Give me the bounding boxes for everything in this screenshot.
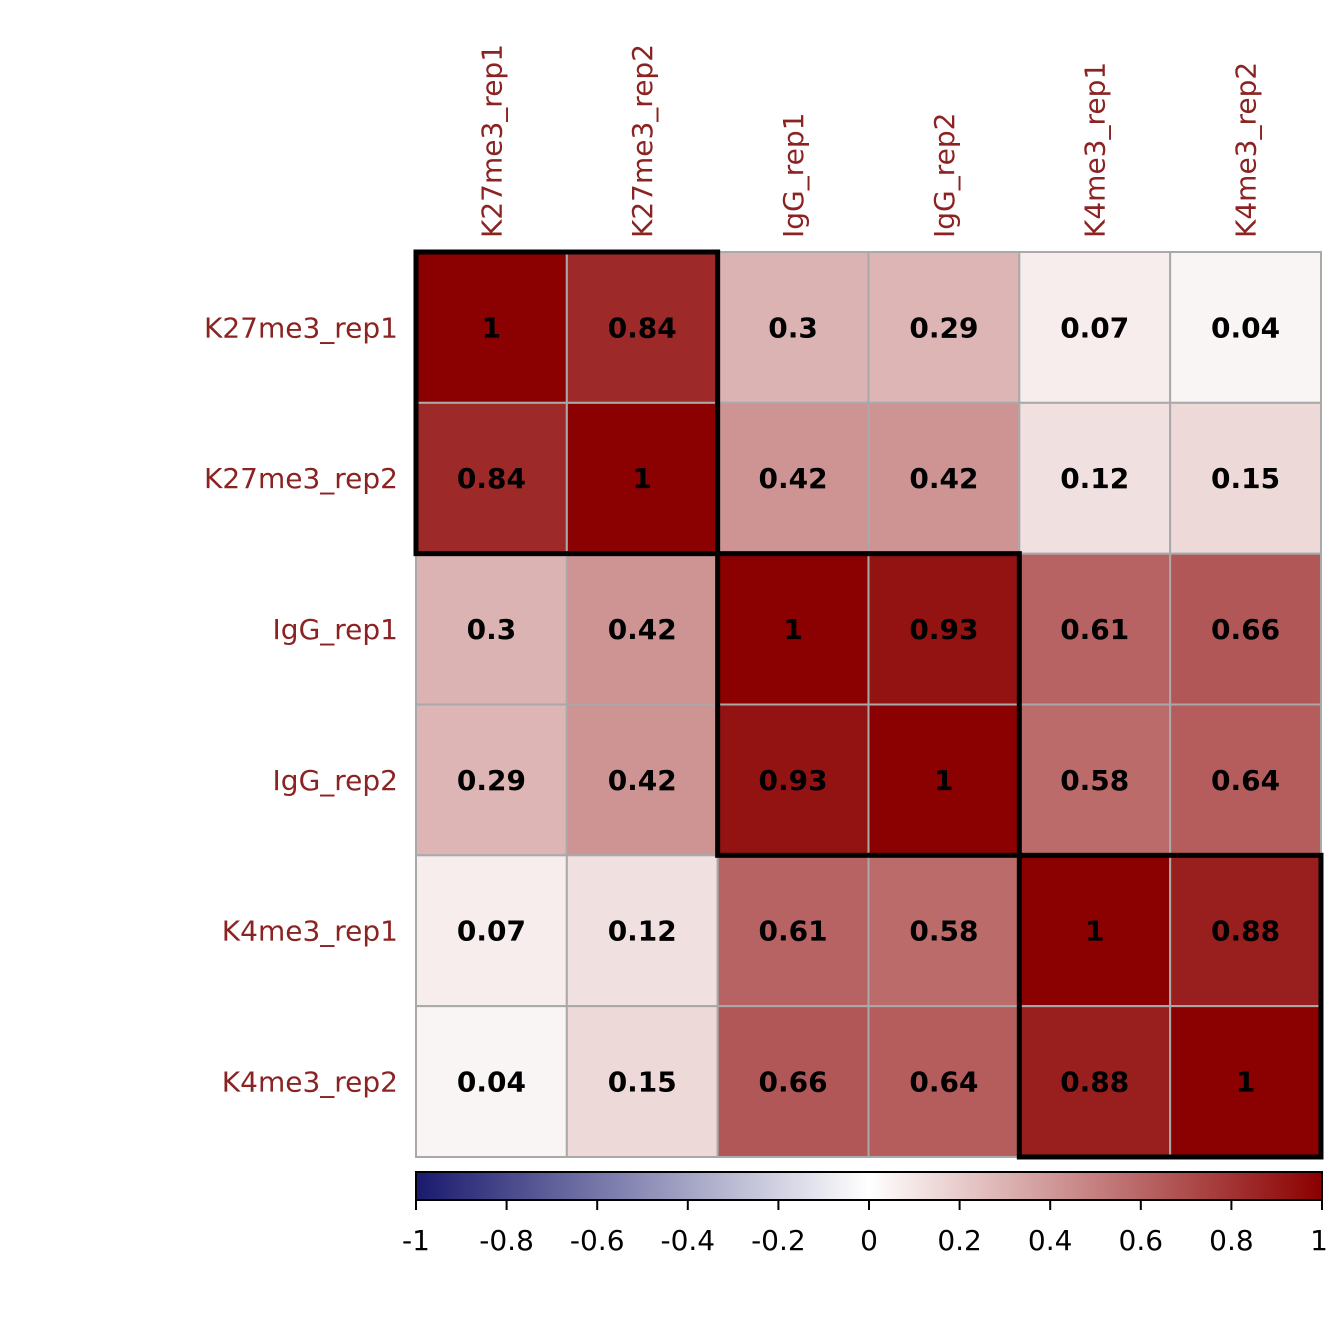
heatmap-cell <box>1169 552 1322 706</box>
cell-value-label: 0.15 <box>608 1066 677 1099</box>
cell-value-label: 0.3 <box>768 311 818 344</box>
cell-value-label: 1 <box>1085 915 1104 948</box>
cell-value-label: 0.42 <box>759 462 828 495</box>
heatmap-cell <box>415 251 568 404</box>
column-label: K4me3_rep2 <box>1230 62 1263 238</box>
heatmap-cell <box>716 251 870 404</box>
cell-value-label: 0.12 <box>1060 462 1129 495</box>
heatmap-cell <box>1018 854 1172 1008</box>
cell-value-label: 0.15 <box>1211 462 1280 495</box>
column-label: K27me3_rep1 <box>475 44 508 238</box>
colorbar-tick-label: -1 <box>402 1224 430 1257</box>
heatmap-cell <box>867 703 1021 857</box>
row-label: K4me3_rep2 <box>222 1066 398 1099</box>
cell-value-label: 0.61 <box>759 915 828 948</box>
cell-value-label: 0.58 <box>909 915 978 948</box>
cell-value-label: 0.66 <box>1211 613 1280 646</box>
colorbar-tick-label: 0.6 <box>1119 1224 1164 1257</box>
heatmap-cell <box>1169 1005 1322 1158</box>
cell-value-label: 0.58 <box>1060 764 1129 797</box>
heatmap-cell <box>867 251 1021 404</box>
cell-value-label: 0.07 <box>1060 311 1129 344</box>
heatmap-cell <box>415 854 568 1008</box>
cell-value-label: 1 <box>482 311 501 344</box>
column-label: IgG_rep1 <box>777 113 810 238</box>
cell-value-label: 0.29 <box>457 764 526 797</box>
cell-value-label: 0.88 <box>1211 915 1280 948</box>
colorbar-gradient <box>415 1171 1323 1201</box>
cell-value-label: 0.29 <box>909 311 978 344</box>
heatmap-cell <box>867 1005 1021 1158</box>
heatmap-cell <box>867 401 1021 555</box>
cluster-box <box>1016 852 1324 1160</box>
heatmap-cell <box>1169 401 1322 555</box>
cell-value-label: 0.12 <box>608 915 677 948</box>
heatmap-cell <box>415 1005 568 1158</box>
row-label: K4me3_rep1 <box>222 915 398 948</box>
heatmap-cell <box>867 854 1021 1008</box>
colorbar-tick-label: 0.2 <box>937 1224 982 1257</box>
colorbar-tick-label: 0.4 <box>1028 1224 1073 1257</box>
cluster-box <box>715 551 1022 858</box>
row-label: IgG_rep2 <box>273 764 398 797</box>
heatmap-cell <box>1018 1005 1172 1158</box>
cell-value-label: 1 <box>633 462 652 495</box>
row-label: K27me3_rep2 <box>204 462 398 495</box>
cell-value-label: 0.61 <box>1060 613 1129 646</box>
cell-value-label: 0.42 <box>608 764 677 797</box>
cell-value-label: 0.66 <box>759 1066 828 1099</box>
column-labels: K27me3_rep1 K27me3_rep2 IgG_rep1 IgG_rep2 K4… <box>475 44 1262 238</box>
cell-value-label: 0.88 <box>1060 1066 1129 1099</box>
colorbar-tick-label: -0.2 <box>751 1224 806 1257</box>
color-legend: -1 -0.8 -0.6 -0.4 -0.2 0 0.2 0.4 0.6 0.8 1 <box>402 1171 1328 1257</box>
colorbar-tick-label: -0.8 <box>479 1224 534 1257</box>
heatmap-cell <box>565 251 719 404</box>
cell-value-label: 1 <box>1236 1066 1255 1099</box>
cell-value-label: 0.84 <box>608 311 677 344</box>
row-label: K27me3_rep1 <box>204 311 398 344</box>
cell-value-label: 0.42 <box>608 613 677 646</box>
row-label: IgG_rep1 <box>273 613 398 646</box>
heatmap-cell <box>565 703 719 857</box>
colorbar-tick-label: -0.4 <box>660 1224 715 1257</box>
heatmap-cell <box>415 552 568 706</box>
colorbar-ticks: -1 -0.8 -0.6 -0.4 -0.2 0 0.2 0.4 0.6 0.8 1 <box>402 1200 1328 1257</box>
row-labels: K27me3_rep1 K27me3_rep2 IgG_rep1 IgG_rep2 K4… <box>204 311 398 1098</box>
column-label: K4me3_rep1 <box>1079 62 1112 238</box>
cell-value-label: 1 <box>934 764 953 797</box>
colorbar-tick-label: 1 <box>1310 1224 1328 1257</box>
cell-value-label: 0.07 <box>457 915 526 948</box>
heatmap-cell <box>1169 251 1322 404</box>
heatmap-cell <box>1169 703 1322 857</box>
column-label: IgG_rep2 <box>928 113 961 238</box>
heatmap-cell <box>415 703 568 857</box>
cell-value-label: 0.3 <box>467 613 517 646</box>
cell-value-label: 0.04 <box>1211 311 1280 344</box>
cluster-box <box>413 249 721 557</box>
heatmap-cell <box>716 703 870 857</box>
cluster-boxes <box>413 249 1324 1160</box>
cell-value-label: 0.84 <box>457 462 526 495</box>
cell-value-label: 0.64 <box>1211 764 1280 797</box>
heatmap-cells: 1 0.84 0.3 0.29 0.07 0.04 0.84 1 0.42 0.42 0.12 0.1… <box>415 251 1322 1158</box>
column-label: K27me3_rep2 <box>626 44 659 238</box>
heatmap-cell <box>1018 703 1172 857</box>
colorbar-tick-label: 0.8 <box>1209 1224 1254 1257</box>
heatmap-cell <box>1018 251 1172 404</box>
heatmap-cell <box>716 854 870 1008</box>
heatmap-cell <box>867 552 1021 706</box>
cell-value-label: 1 <box>783 613 802 646</box>
cell-value-label: 0.42 <box>909 462 978 495</box>
colorbar-tick-label: -0.6 <box>570 1224 625 1257</box>
colorbar-tick-label: 0 <box>860 1224 878 1257</box>
cell-value-label: 0.93 <box>759 764 828 797</box>
cell-value-label: 0.04 <box>457 1066 526 1099</box>
heatmap-cell <box>565 401 719 555</box>
cell-value-label: 0.64 <box>909 1066 978 1099</box>
cell-value-label: 0.93 <box>909 613 978 646</box>
